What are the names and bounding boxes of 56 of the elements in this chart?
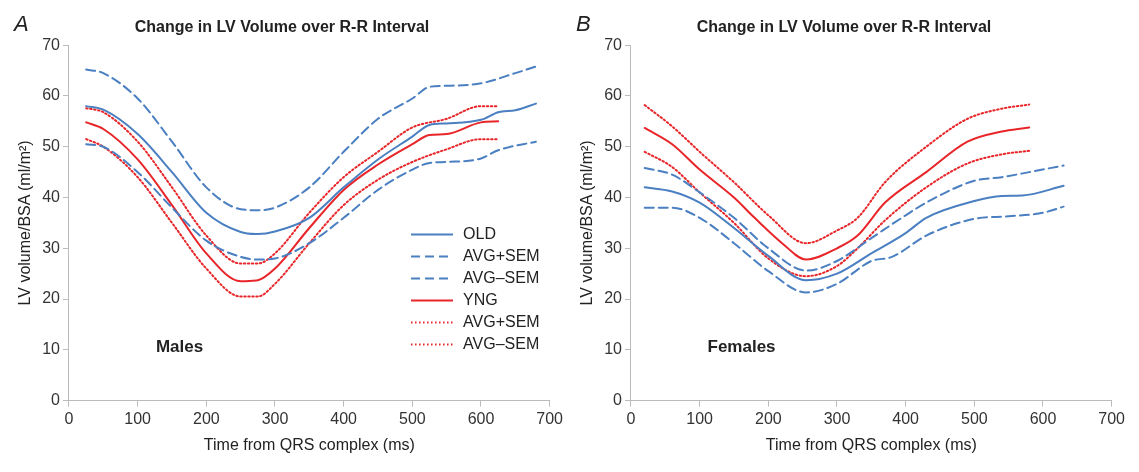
x-tick-label: 100 xyxy=(686,409,714,427)
y-tick-label: 70 xyxy=(604,35,623,53)
x-tick-label: 700 xyxy=(536,409,564,427)
x-tick-label: 200 xyxy=(192,409,220,427)
y-axis-title: LV volume/BSA (ml/m²) xyxy=(16,140,34,306)
x-tick-label: 300 xyxy=(823,409,851,427)
text: B xyxy=(576,11,591,37)
line-series xyxy=(643,205,1065,294)
y-tick-label: 10 xyxy=(604,340,623,358)
annotation: Females xyxy=(707,336,776,356)
line-series xyxy=(85,140,537,261)
line-series xyxy=(643,184,1065,282)
x-tick-label: 0 xyxy=(64,409,74,427)
x-tick-label: 500 xyxy=(960,409,988,427)
y-tick-label: 20 xyxy=(604,289,623,307)
y-axis-title: LV volume/BSA (ml/m²) xyxy=(578,140,596,306)
x-tick-label: 400 xyxy=(892,409,920,427)
x-tick-label: 700 xyxy=(1098,409,1126,427)
y-tick-label: 40 xyxy=(604,187,623,205)
chart-title: Change in LV Volume over R-R Interval xyxy=(696,18,992,36)
x-tick-label: 600 xyxy=(467,409,495,427)
x-tick-label: 100 xyxy=(124,409,152,427)
y-tick-label: 60 xyxy=(42,86,61,104)
legend-label: YNG xyxy=(463,291,498,309)
annotation: Males xyxy=(155,336,204,356)
legend-label: AVG+SEM xyxy=(463,247,540,265)
y-tick-label: 60 xyxy=(604,86,623,104)
y-tick-label: 10 xyxy=(42,340,61,358)
legend-label: AVG+SEM xyxy=(463,313,540,331)
x-tick-label: 400 xyxy=(330,409,358,427)
x-axis-title: Time from QRS complex (ms) xyxy=(203,435,415,453)
y-tick-label: 0 xyxy=(613,391,623,409)
x-tick-label: 600 xyxy=(1029,409,1057,427)
y-tick-label: 50 xyxy=(604,137,623,155)
line-series xyxy=(85,65,537,212)
y-tick-label: 40 xyxy=(42,187,61,205)
x-axis-title: Time from QRS complex (ms) xyxy=(765,435,977,453)
x-tick-label: 0 xyxy=(626,409,636,427)
text: A xyxy=(12,11,29,37)
x-tick-label: 300 xyxy=(261,409,289,427)
y-tick-label: 70 xyxy=(42,35,61,53)
line-series xyxy=(643,103,1031,245)
y-tick-label: 30 xyxy=(604,238,623,256)
legend-label: AVG–SEM xyxy=(463,269,540,287)
x-tick-label: 500 xyxy=(398,409,426,427)
y-tick-label: 30 xyxy=(42,238,61,256)
chart-title: Change in LV Volume over R-R Interval xyxy=(134,18,430,36)
y-tick-label: 20 xyxy=(42,289,61,307)
y-tick-label: 50 xyxy=(42,137,61,155)
x-tick-label: 200 xyxy=(754,409,782,427)
line-series xyxy=(643,164,1065,272)
line-series xyxy=(643,126,1031,261)
y-tick-label: 0 xyxy=(51,391,61,409)
line-series xyxy=(643,149,1031,278)
legend-label: OLD xyxy=(463,225,496,243)
legend-label: AVG–SEM xyxy=(463,335,540,353)
